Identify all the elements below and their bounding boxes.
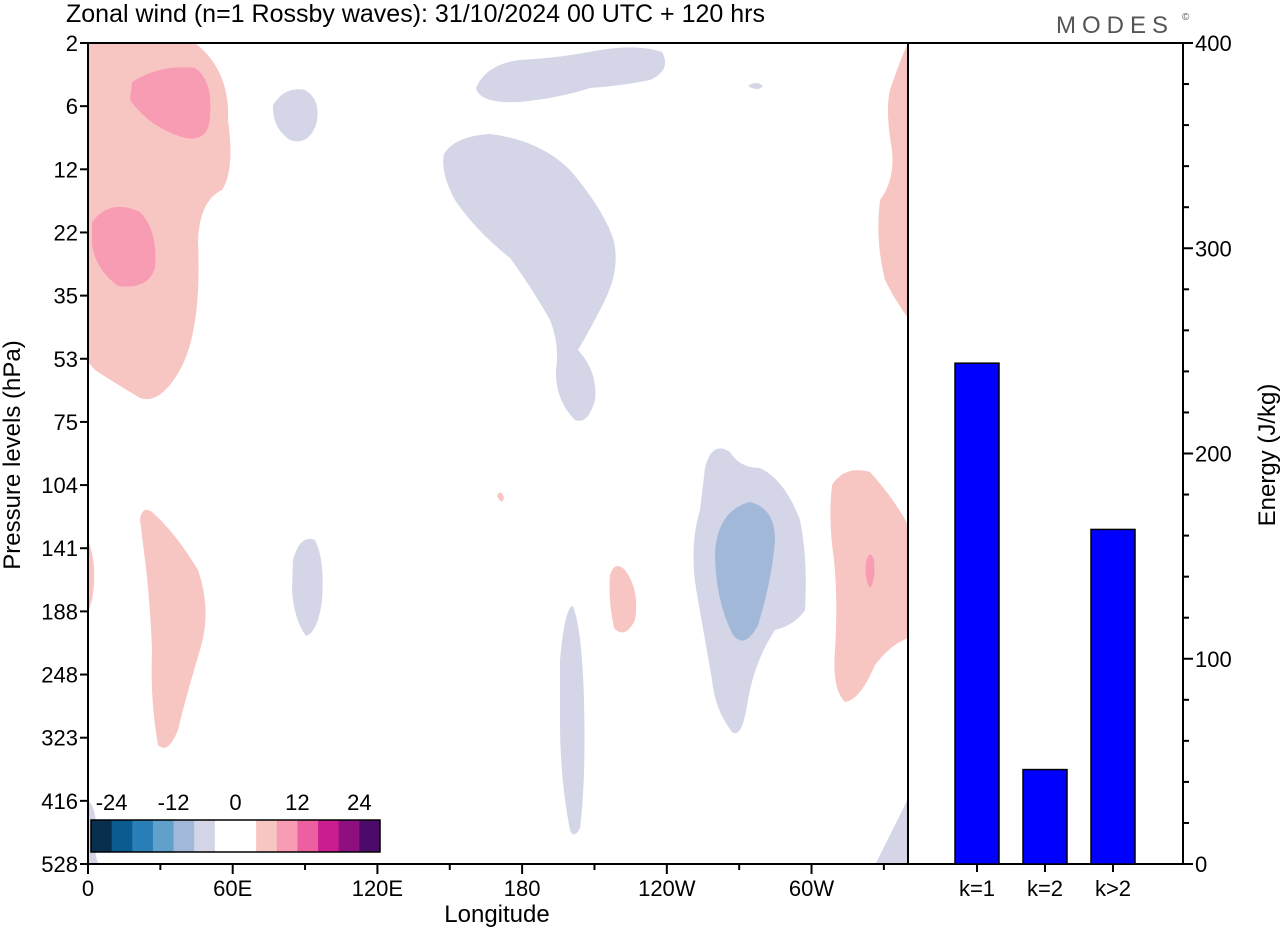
energy-bar xyxy=(1022,768,1068,865)
contour-positive-dot xyxy=(497,492,504,502)
contour-positive-small-center xyxy=(609,566,637,633)
x-axis-label: Longitude xyxy=(444,901,549,928)
colorbar-swatch xyxy=(256,820,278,852)
pressure-axis: 2 6 12 22 35 53 75 104 141 188 248 323 416 528 xyxy=(41,31,88,877)
bar-category-label: k=2 xyxy=(1027,876,1063,901)
contour-negative-top-band xyxy=(476,47,666,103)
energy-tick-label: 200 xyxy=(1195,442,1232,467)
contour-positive-lower-right-core xyxy=(865,554,875,588)
y-tick-label: 53 xyxy=(54,347,78,372)
colorbar-swatch xyxy=(297,820,319,852)
y-tick-label: 35 xyxy=(54,284,78,309)
energy-bar xyxy=(1090,528,1136,865)
y-tick-label: 104 xyxy=(41,473,78,498)
contour-negative-small-lower-left xyxy=(292,538,323,636)
contour-negative-bottom-right xyxy=(875,798,908,865)
colorbar-swatch xyxy=(91,820,113,852)
colorbar-swatch xyxy=(235,820,257,852)
energy-axis: 0 100 200 300 400 xyxy=(1183,31,1232,877)
colorbar-swatch xyxy=(214,820,236,852)
contour-negative-small-top xyxy=(272,89,318,142)
y-tick-label: 2 xyxy=(66,31,78,56)
colorbar-swatch xyxy=(194,820,216,852)
svg-text:©: © xyxy=(1182,12,1190,23)
contour-positive-left-edge xyxy=(88,540,95,620)
modes-logo: MODES © xyxy=(1056,12,1190,39)
energy-tick-label: 0 xyxy=(1195,852,1207,877)
bar-plot-frame xyxy=(907,42,1184,865)
x-tick-label: 120W xyxy=(638,876,696,901)
energy-tick-label: 100 xyxy=(1195,647,1232,672)
colorbar-swatch xyxy=(359,820,381,852)
y-tick-label: 12 xyxy=(54,157,78,182)
colorbar-swatch xyxy=(338,820,360,852)
y-tick-label: 528 xyxy=(41,852,78,877)
contour-positive-upper-left-core-1 xyxy=(130,67,211,139)
colorbar-frame xyxy=(90,819,381,853)
energy-bars: k=1 k=2 k>2 xyxy=(954,362,1136,901)
y-tick-label: 323 xyxy=(41,726,78,751)
y-tick-label: 75 xyxy=(54,410,78,435)
longitude-axis: 0 60E 120E 180 120W 60W xyxy=(82,864,885,901)
y-tick-label: 248 xyxy=(41,663,78,688)
colorbar: -24 -12 0 12 24 xyxy=(90,790,381,853)
colorbar-swatch xyxy=(132,820,154,852)
y-tick-label: 416 xyxy=(41,789,78,814)
contour-positive-upper-left-core-2 xyxy=(92,206,156,287)
energy-tick-label: 300 xyxy=(1195,236,1232,261)
y-tick-label: 188 xyxy=(41,599,78,624)
svg-text:MODES: MODES xyxy=(1056,12,1174,39)
y-axis-label-right: Energy (J/kg) xyxy=(1254,384,1280,527)
energy-bar xyxy=(954,362,1000,865)
x-tick-label: 180 xyxy=(504,876,541,901)
y-tick-label: 22 xyxy=(54,220,78,245)
contour-negative-central xyxy=(443,134,616,421)
contour-negative-lower-right-core xyxy=(715,502,775,641)
colorbar-swatch xyxy=(111,820,133,852)
x-tick-label: 60W xyxy=(789,876,834,901)
bar-category-label: k=1 xyxy=(959,876,995,901)
contour-negative-vertical-strip xyxy=(560,606,585,835)
contour-map xyxy=(88,43,908,865)
x-tick-label: 120E xyxy=(352,876,403,901)
y-axis-label-left: Pressure levels (hPa) xyxy=(0,340,26,569)
chart-title: Zonal wind (n=1 Rossby waves): 31/10/202… xyxy=(66,0,765,28)
colorbar-swatch xyxy=(318,820,340,852)
x-tick-label: 0 xyxy=(82,876,94,901)
colorbar-label: 12 xyxy=(285,790,309,815)
bar-category-label: k>2 xyxy=(1095,876,1131,901)
colorbar-label: -24 xyxy=(96,790,128,815)
contour-negative-dot xyxy=(748,83,763,89)
colorbar-swatch xyxy=(173,820,195,852)
colorbar-label: 0 xyxy=(229,790,241,815)
colorbar-label: 24 xyxy=(347,790,371,815)
colorbar-label: -12 xyxy=(158,790,190,815)
y-tick-label: 141 xyxy=(41,536,78,561)
contour-positive-lower-left xyxy=(140,509,206,748)
y-tick-label: 6 xyxy=(66,94,78,119)
x-tick-label: 60E xyxy=(213,876,252,901)
contour-positive-right-edge xyxy=(878,43,908,318)
colorbar-swatch xyxy=(152,820,175,852)
colorbar-swatch xyxy=(276,820,298,852)
energy-tick-label: 400 xyxy=(1195,31,1232,56)
